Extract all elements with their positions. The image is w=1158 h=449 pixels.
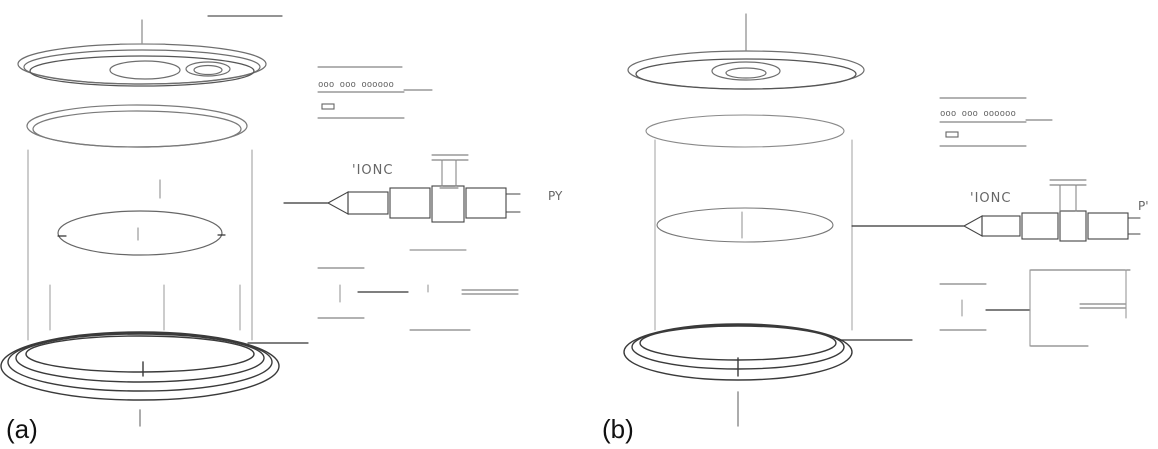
- middle-ring-a: [57, 179, 226, 256]
- controller-block-b: ooo ooo oooooo: [939, 97, 1053, 147]
- svg-text:ooo ooo oooooo: ooo ooo oooooo: [940, 109, 1016, 119]
- circuit-row-b: [962, 179, 1141, 242]
- middle-ring-b: [656, 207, 834, 243]
- second-ring-a: [26, 104, 248, 148]
- ironic-label-b: 'IONC: [970, 191, 1011, 206]
- connectors-a: [247, 202, 409, 344]
- output-label-b: P': [1138, 199, 1149, 213]
- svg-text:ooo ooo oooooo: ooo ooo oooooo: [318, 80, 394, 90]
- circuit-row-a: [326, 154, 521, 251]
- panel-a-drawing: ooo ooo oooooo: [0, 15, 521, 427]
- panel-b-drawing: ooo ooo oooooo: [623, 13, 1141, 427]
- controller-block-a: ooo ooo oooooo: [317, 66, 433, 119]
- bottom-disk-a: [0, 331, 280, 427]
- output-label-a: PY: [548, 189, 563, 203]
- bottom-disk-b: [623, 323, 853, 427]
- top-disk-a: [17, 15, 283, 87]
- cylinder-walls-a: [27, 149, 253, 341]
- panel-label-a: (a): [6, 414, 38, 444]
- second-ring-b: [645, 114, 845, 148]
- cylinder-walls-b: [654, 139, 853, 331]
- panel-label-b: (b): [602, 414, 634, 444]
- lower-blocks-a: [317, 267, 519, 331]
- lower-blocks-b: [939, 269, 1131, 347]
- connectors-b: [839, 225, 1031, 341]
- top-disk-b: [627, 13, 865, 90]
- ironic-label-a: 'IONC: [352, 163, 393, 178]
